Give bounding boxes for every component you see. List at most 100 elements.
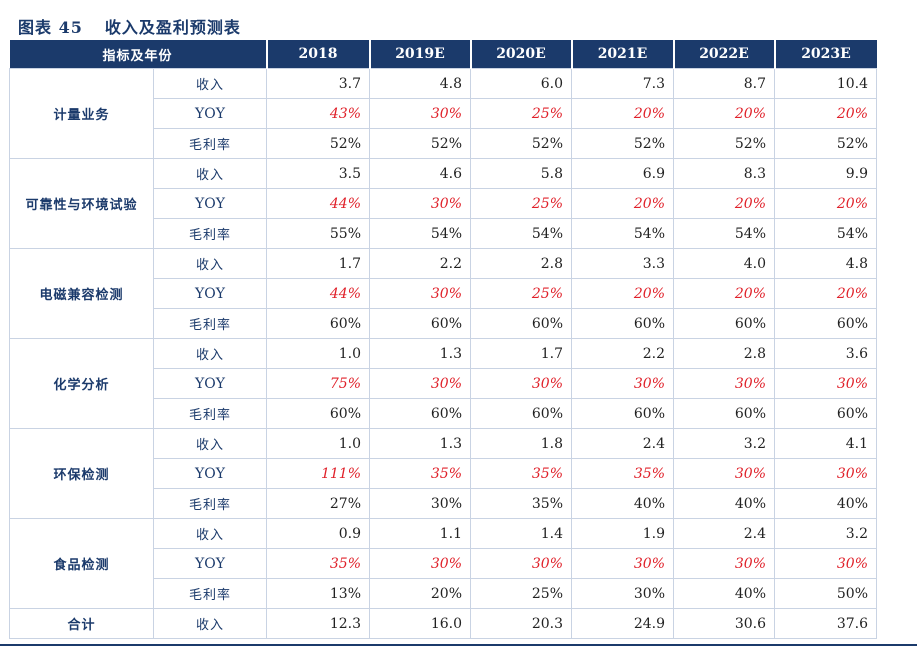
table-row: 化学分析 收入 1.0 1.3 1.7 2.2 2.8 3.6 [9,338,878,429]
value-cell: 40% [571,488,675,519]
indicator-cell: YOY [152,548,268,579]
table-row: YOY 43% 30% 25% 20% 20% 20% [10,98,878,129]
table-row: 毛利率 60% 60% 60% 60% 60% 60% [10,398,878,429]
value-cell: 1.0 [266,338,371,369]
value-cell: 20% [571,278,675,309]
table-row: YOY 44% 30% 25% 20% 20% 20% [10,188,878,219]
value-cell: 54% [673,218,776,249]
value-cell: 1.3 [369,428,472,459]
value-cell: 0.9 [266,518,371,549]
table-body: 计量业务 收入 3.7 4.8 6.0 7.3 8.7 10.4 YOY 43% 30% 25% 20%… [9,68,878,639]
value-cell: 30% [774,368,878,399]
value-cell: 3.7 [266,68,371,99]
value-cell: 1.1 [369,518,472,549]
header-cell: 2019E [369,40,472,69]
table-row: 毛利率 52% 52% 52% 52% 52% 52% [10,128,878,159]
value-cell: 60% [571,398,675,429]
value-cell: 2.2 [571,338,675,369]
value-cell: 4.8 [774,248,878,279]
value-cell: 30% [774,458,878,489]
category-cell: 化学分析 [9,338,154,429]
table-row: YOY 75% 30% 30% 30% 30% 30% [10,368,878,399]
indicator-cell: 收入 [152,338,268,369]
value-cell: 20% [774,278,878,309]
value-cell: 2.2 [369,248,472,279]
value-cell: 30% [369,368,472,399]
value-cell: 30% [369,188,472,219]
table-header: 指标及年份 2018 2019E 2020E 2021E 2022E 2023E [9,40,877,69]
table-row: 毛利率 13% 20% 25% 30% 40% 50% [10,578,878,609]
value-cell: 52% [774,128,878,159]
table-row: 毛利率 55% 54% 54% 54% 54% 54% [10,218,878,249]
value-cell: 60% [470,398,573,429]
value-cell: 1.3 [369,338,472,369]
value-cell: 30% [369,278,472,309]
forecast-table: 指标及年份 2018 2019E 2020E 2021E 2022E 2023E… [9,40,878,639]
value-cell: 40% [673,488,776,519]
value-cell: 50% [774,578,878,609]
value-cell: 3.6 [774,338,878,369]
value-cell: 20% [369,578,472,609]
indicator-cell: YOY [152,368,268,399]
value-cell: 30% [369,548,472,579]
value-cell: 7.3 [571,68,675,99]
category-cell: 合计 [9,608,154,639]
figure-title-text: 收入及盈利预测表 [104,18,241,37]
indicator-cell: 毛利率 [152,398,268,429]
value-cell: 4.6 [369,158,472,189]
value-cell: 9.9 [774,158,878,189]
value-cell: 54% [571,218,675,249]
value-cell: 6.0 [470,68,573,99]
value-cell: 52% [369,128,472,159]
value-cell: 24.9 [571,608,675,639]
table-row: 毛利率 60% 60% 60% 60% 60% 60% [10,308,878,339]
value-cell: 3.5 [266,158,371,189]
value-cell: 52% [673,128,776,159]
value-cell: 40% [673,578,776,609]
indicator-cell: 收入 [152,428,268,459]
value-cell: 30% [369,98,472,129]
value-cell: 25% [470,188,573,219]
value-cell: 44% [266,188,371,219]
value-cell: 60% [369,308,472,339]
value-cell: 52% [571,128,675,159]
value-cell: 2.8 [470,248,573,279]
value-cell: 4.1 [774,428,878,459]
value-cell: 20% [673,188,776,219]
table-row: YOY 111% 35% 35% 35% 30% 30% [10,458,878,489]
table-row: 电磁兼容检测 收入 1.7 2.2 2.8 3.3 4.0 4.8 [9,248,878,339]
header-cell: 2020E [470,40,573,69]
value-cell: 60% [673,398,776,429]
value-cell: 35% [369,458,472,489]
value-cell: 30.6 [673,608,776,639]
category-cell: 食品检测 [9,518,154,609]
category-cell: 计量业务 [9,68,154,159]
value-cell: 4.0 [673,248,776,279]
table-row: 环保检测 收入 1.0 1.3 1.8 2.4 3.2 4.1 [9,428,878,519]
indicator-cell: 收入 [152,158,268,189]
header-cell: 2023E [774,40,877,69]
category-cell: 电磁兼容检测 [9,248,154,339]
value-cell: 60% [266,398,371,429]
value-cell: 2.4 [571,428,675,459]
value-cell: 20.3 [470,608,573,639]
indicator-cell: YOY [152,458,268,489]
table-row: 毛利率 27% 30% 35% 40% 40% 40% [10,488,878,519]
table-row: YOY 35% 30% 30% 30% 30% 30% [10,548,878,579]
indicator-cell: 毛利率 [152,218,268,249]
value-cell: 16.0 [369,608,472,639]
category-cell: 可靠性与环境试验 [9,158,154,249]
indicator-cell: YOY [152,98,268,129]
indicator-cell: 收入 [152,248,268,279]
value-cell: 25% [470,98,573,129]
value-cell: 20% [774,188,878,219]
indicator-cell: 毛利率 [152,488,268,519]
value-cell: 2.4 [673,518,776,549]
value-cell: 75% [266,368,371,399]
indicator-cell: 收入 [152,68,268,99]
value-cell: 35% [571,458,675,489]
value-cell: 30% [470,548,573,579]
value-cell: 4.8 [369,68,472,99]
value-cell: 10.4 [774,68,878,99]
value-cell: 1.0 [266,428,371,459]
